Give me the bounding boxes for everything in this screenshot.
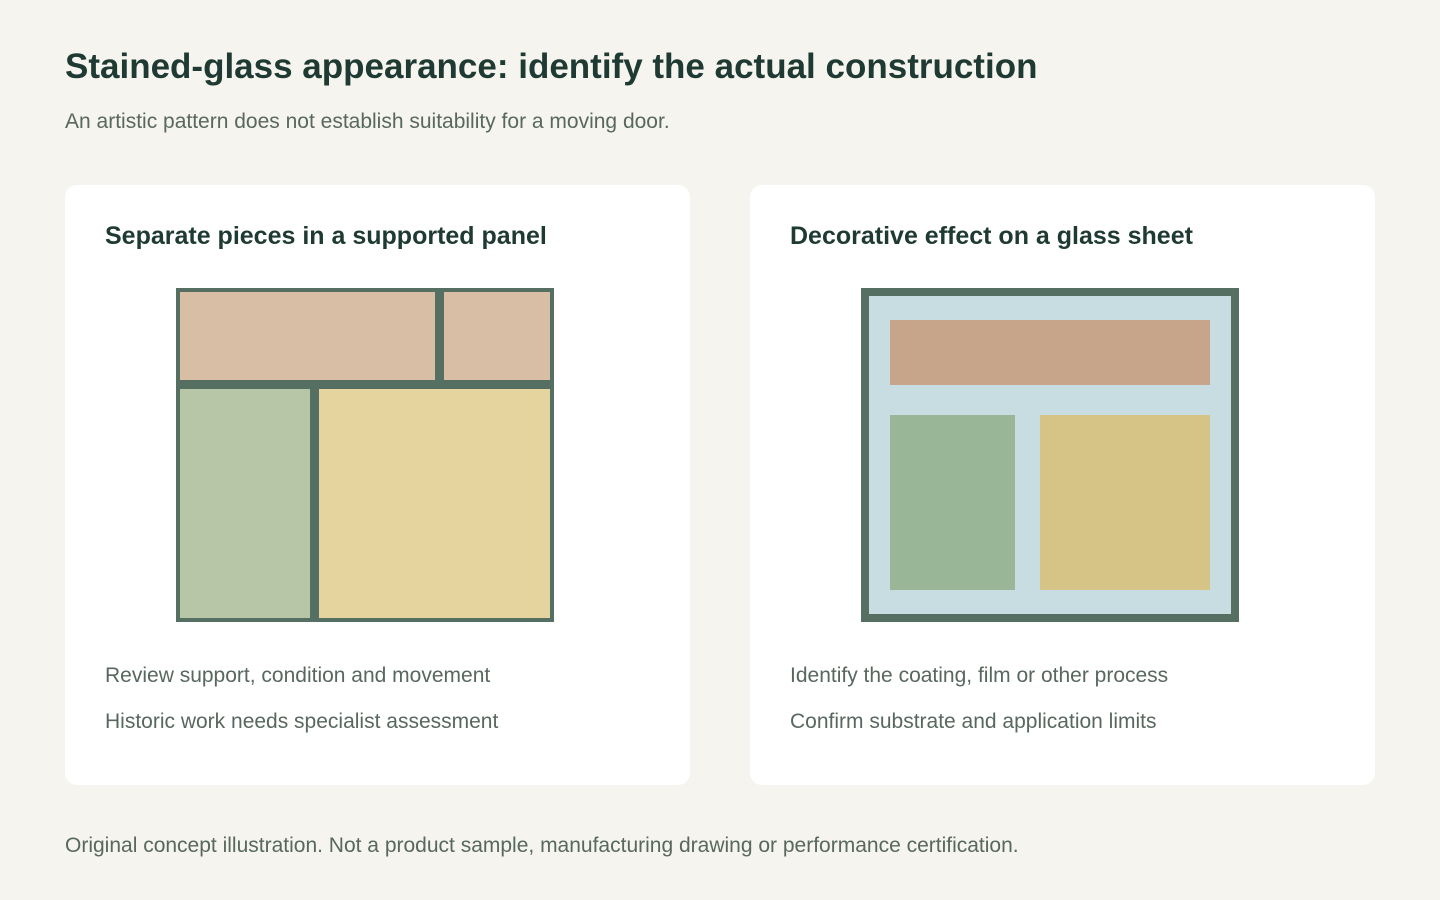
leaded-panel-illustration — [176, 288, 554, 622]
supported-panel-note-2: Historic work needs specialist assessmen… — [105, 710, 499, 733]
glass-piece-top-right — [444, 292, 550, 380]
decor-block-left — [890, 415, 1015, 590]
page-title: Stained-glass appearance: identify the a… — [65, 47, 1038, 86]
decor-block-right — [1040, 415, 1210, 590]
glass-piece-bottom-right — [319, 389, 550, 618]
page-subtitle: An artistic pattern does not establish s… — [65, 110, 670, 133]
glass-piece-bottom-left — [180, 389, 310, 618]
decor-band-top — [890, 320, 1210, 385]
footer-disclaimer: Original concept illustration. Not a pro… — [65, 834, 1019, 857]
glass-sheet-note-2: Confirm substrate and application limits — [790, 710, 1157, 733]
glass-sheet-note-1: Identify the coating, film or other proc… — [790, 664, 1169, 687]
glass-sheet-title: Decorative effect on a glass sheet — [790, 222, 1193, 250]
supported-panel-card: Separate pieces in a supported panel Rev… — [65, 185, 690, 785]
glass-sheet-card: Decorative effect on a glass sheet Ident… — [750, 185, 1375, 785]
glass-piece-top-left — [180, 292, 435, 380]
supported-panel-note-1: Review support, condition and movement — [105, 664, 491, 687]
supported-panel-title: Separate pieces in a supported panel — [105, 222, 547, 250]
decorated-sheet-illustration — [861, 288, 1239, 622]
